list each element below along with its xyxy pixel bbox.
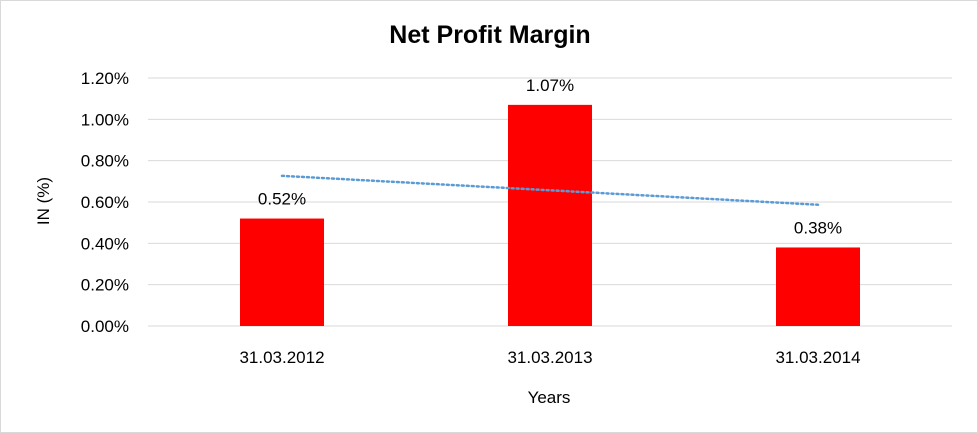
x-tick-label: 31.03.2014 bbox=[775, 348, 860, 367]
y-tick-label: 0.60% bbox=[81, 193, 129, 212]
y-tick-label: 1.00% bbox=[81, 110, 129, 129]
y-tick-label: 0.20% bbox=[81, 276, 129, 295]
bar bbox=[776, 247, 860, 326]
trendline bbox=[280, 174, 820, 207]
y-tick-label: 0.80% bbox=[81, 152, 129, 171]
x-axis-title: Years bbox=[528, 388, 571, 407]
chart-title: Net Profit Margin bbox=[389, 21, 590, 49]
y-tick-label: 0.00% bbox=[81, 317, 129, 336]
y-tick-label: 1.20% bbox=[81, 69, 129, 88]
bar bbox=[508, 104, 592, 326]
bar bbox=[240, 218, 324, 326]
data-label: 1.07% bbox=[526, 76, 574, 95]
y-tick-label: 0.40% bbox=[81, 234, 129, 253]
data-label: 0.52% bbox=[258, 190, 306, 209]
trendline-layer bbox=[280, 174, 820, 207]
data-label: 0.38% bbox=[794, 218, 842, 237]
y-axis-ticks: 0.00% 0.20% 0.40% 0.60% 0.80% 1.00% 1.20% bbox=[81, 69, 129, 336]
x-tick-label: 31.03.2012 bbox=[239, 348, 324, 367]
data-labels: 0.52% 1.07% 0.38% bbox=[258, 76, 842, 238]
x-tick-label: 31.03.2013 bbox=[507, 348, 592, 367]
x-axis-ticks: 31.03.2012 31.03.2013 31.03.2014 bbox=[239, 348, 860, 367]
y-axis-title: IN (%) bbox=[34, 177, 53, 225]
bars bbox=[240, 104, 860, 326]
